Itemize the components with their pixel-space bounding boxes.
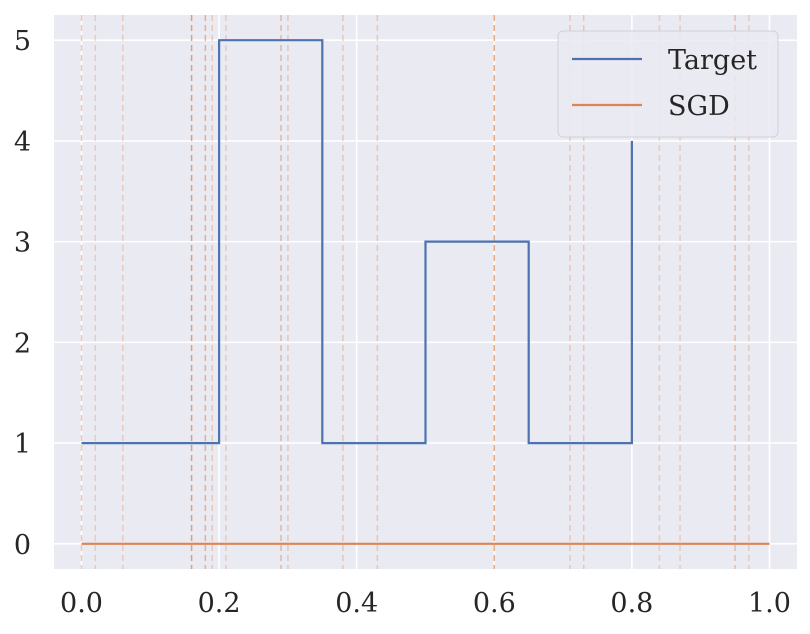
x-tick-label-3: 0.6 — [473, 588, 516, 619]
y-tick-label-1: 1 — [14, 429, 31, 460]
legend-box — [557, 30, 779, 138]
legend-label-target: Target — [668, 45, 757, 76]
y-tick-label-3: 3 — [14, 228, 31, 259]
legend-label-sgd: SGD — [668, 91, 730, 122]
y-tick-label-4: 4 — [14, 127, 31, 158]
x-tick-label-1: 0.2 — [198, 588, 241, 619]
x-tick-label-2: 0.4 — [335, 588, 378, 619]
x-tick-labels: 0.0 0.2 0.4 0.6 0.8 1.0 — [60, 588, 791, 619]
series-lines — [81, 39, 770, 545]
x-tick-label-5: 1.0 — [748, 588, 791, 619]
x-tick-label-4: 0.8 — [610, 588, 653, 619]
y-tick-label-0: 0 — [14, 530, 31, 561]
y-tick-label-2: 2 — [14, 328, 31, 359]
x-tick-label-0: 0.0 — [60, 588, 103, 619]
y-tick-label-5: 5 — [14, 26, 31, 57]
legend: Target SGD — [557, 30, 779, 138]
y-tick-labels: 0 1 2 3 4 5 — [14, 26, 31, 561]
series-line-target — [81, 39, 633, 445]
